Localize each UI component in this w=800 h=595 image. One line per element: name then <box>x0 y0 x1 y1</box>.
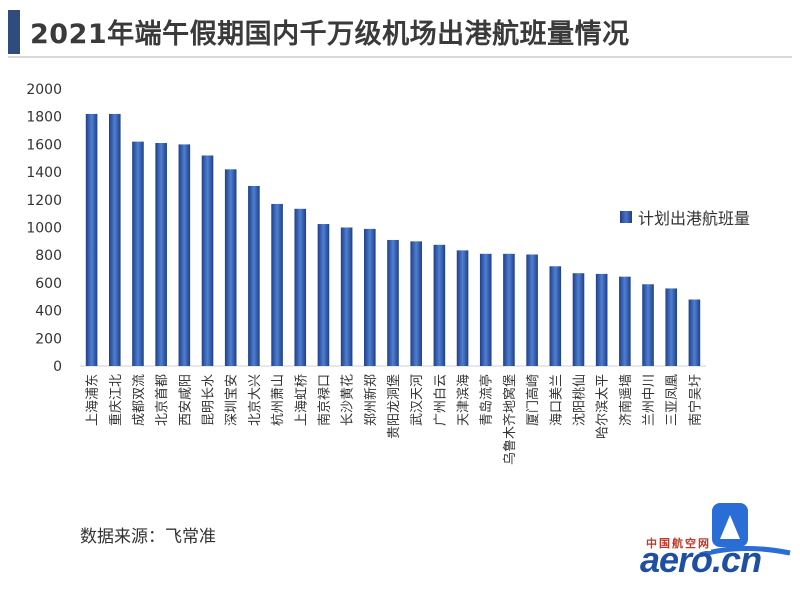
y-tick-label: 1400 <box>26 165 62 181</box>
data-source-note: 数据来源：飞常准 <box>80 527 216 547</box>
bar <box>224 169 237 366</box>
y-tick-label: 1000 <box>26 221 62 237</box>
legend: 计划出港航班量 <box>620 205 750 229</box>
x-category-label: 海口美兰 <box>549 374 564 426</box>
x-category-label: 昆明长水 <box>202 374 217 426</box>
bar <box>665 288 678 366</box>
y-tick-label: 800 <box>35 248 62 264</box>
bar <box>201 155 214 366</box>
x-category-label: 贵阳龙洞堡 <box>386 374 402 439</box>
x-category-label: 上海虹桥 <box>294 374 309 426</box>
y-tick-label: 0 <box>53 359 62 375</box>
bar <box>108 113 121 367</box>
bar <box>595 273 608 366</box>
x-category-label: 沈阳桃仙 <box>572 374 587 426</box>
bar <box>294 208 307 366</box>
bar <box>479 253 492 366</box>
bar <box>85 113 98 367</box>
x-category-label: 郑州新郑 <box>363 374 379 426</box>
bar <box>410 241 422 366</box>
legend-label: 计划出港航班量 <box>638 209 751 228</box>
airplane-logo-icon <box>699 503 791 558</box>
y-tick-label: 1800 <box>26 110 62 126</box>
y-tick-label: 200 <box>35 331 62 347</box>
x-category-label: 北京首都 <box>155 374 170 426</box>
bar <box>132 141 144 366</box>
bar <box>364 228 376 366</box>
y-tick-label: 1200 <box>26 193 62 209</box>
bar <box>572 273 585 366</box>
y-tick-label: 1600 <box>26 137 62 153</box>
x-category-label: 武汉天河 <box>410 374 425 426</box>
x-category-label: 北京大兴 <box>248 374 263 426</box>
x-category-label: 哈尔滨太平 <box>595 374 611 439</box>
bar <box>178 144 191 366</box>
y-tick-label: 600 <box>35 276 62 292</box>
logo-chinese-text: 中国航空网 <box>646 535 711 551</box>
title-divider <box>8 56 792 58</box>
bar <box>340 227 353 366</box>
x-category-label: 厦门高崎 <box>525 374 541 426</box>
bar <box>503 253 515 366</box>
x-category-label: 成都双流 <box>132 374 147 426</box>
x-category-label: 南宁吴圩 <box>687 374 703 426</box>
bar <box>155 143 167 366</box>
y-tick-label: 2000 <box>26 82 62 98</box>
bar <box>688 299 701 366</box>
bar <box>271 203 283 366</box>
x-category-label: 上海浦东 <box>86 374 101 426</box>
bar <box>549 266 562 366</box>
legend-swatch <box>620 211 632 223</box>
bar <box>526 254 538 366</box>
x-category-label: 青岛流亭 <box>479 374 495 426</box>
chart-title: 2021年端午假期国内千万级机场出港航班量情况 <box>30 19 630 50</box>
x-category-label: 兰州中川 <box>642 374 657 426</box>
bar <box>642 284 654 366</box>
bar-chart: 0 200 400 600 800 1000 1200 1400 1600 1800 2000 上海浦… <box>26 82 706 465</box>
bar <box>387 239 399 366</box>
x-category-label: 杭州萧山 <box>271 374 286 426</box>
x-category-label: 广州白云 <box>432 374 448 426</box>
bar <box>456 250 469 366</box>
x-category-label: 天津滨海 <box>456 374 472 426</box>
x-category-label: 重庆江北 <box>108 374 124 426</box>
bar <box>433 244 446 366</box>
y-tick-label: 400 <box>35 304 62 320</box>
x-category-label: 西安咸阳 <box>178 374 193 426</box>
bar <box>248 185 260 366</box>
x-category-label: 乌鲁木齐地窝堡 <box>502 374 518 465</box>
x-category-label: 长沙黄花 <box>340 374 356 426</box>
aero-logo: 中国航空网 aero.cn <box>640 495 795 590</box>
x-category-label: 南京禄口 <box>316 374 332 426</box>
x-category-label: 济南遥墙 <box>618 374 634 426</box>
x-category-label: 三亚凤凰 <box>665 374 680 426</box>
bar <box>619 276 631 366</box>
bar <box>317 224 330 366</box>
title-accent-bar <box>8 10 20 54</box>
logo-english-text: aero.cn <box>640 539 762 580</box>
x-category-label: 深圳宝安 <box>225 374 240 426</box>
